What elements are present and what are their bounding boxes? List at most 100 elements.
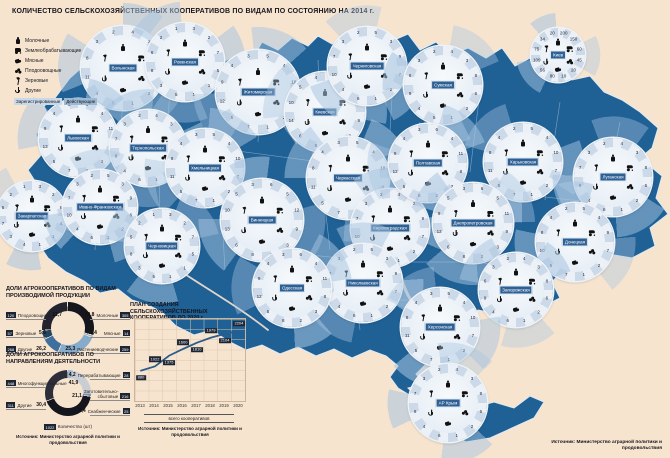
region-tick: 5	[191, 251, 195, 257]
region-tick: 6	[483, 278, 487, 284]
anchor-icon	[542, 58, 550, 66]
tractor-icon	[461, 389, 469, 397]
plan-plot: 880 1022 1375 1600 1810 1979 2104 2204	[134, 318, 246, 402]
region-tick: 2	[356, 30, 360, 36]
plan-year-label: 2018	[205, 403, 215, 408]
region-tick: 2	[207, 34, 211, 40]
region-tick: 2	[9, 191, 13, 197]
region-tick: 4	[549, 214, 553, 220]
region-tick: 7	[413, 391, 417, 397]
anchor-icon	[80, 212, 88, 220]
vegetables-icon	[403, 234, 411, 242]
region-tick: 1	[455, 432, 459, 438]
meat-icon	[469, 239, 477, 247]
grain-icon	[164, 48, 172, 56]
region-tick: 9	[408, 90, 412, 96]
plan-year-label: 2014	[149, 403, 159, 408]
legend-item-label: Плодоовощные	[25, 67, 62, 74]
region-tick: 9	[606, 230, 610, 236]
region-tick: 2	[112, 29, 115, 35]
anchor-icon	[142, 251, 150, 259]
region-tick: 8	[644, 165, 648, 171]
grain-icon	[419, 313, 427, 321]
donut-segment-badge: 57	[6, 330, 14, 336]
region-tick: 3	[462, 186, 466, 192]
region-tick: 8	[462, 253, 466, 259]
plan-value-badge: 1810	[191, 346, 203, 353]
region-tick: 5	[174, 91, 178, 97]
grain-icon	[13, 203, 21, 211]
region-tick: 8	[129, 251, 133, 257]
region-tick: 4	[402, 135, 406, 141]
milk-can-icon	[181, 39, 189, 47]
vegetables-icon	[486, 229, 494, 237]
grain-icon	[422, 71, 430, 79]
region-tick: 9	[393, 151, 397, 157]
legend-item-label: Землеобрабатывающие	[25, 47, 82, 54]
region-tick: 8	[545, 278, 549, 284]
milk-can-icon	[158, 224, 166, 232]
region-tick: 20	[571, 67, 577, 73]
region-tick: 10	[561, 73, 567, 79]
grain-icon	[240, 206, 248, 214]
region-tick: 4	[76, 226, 79, 232]
legend-item-label: Мясные	[25, 57, 44, 64]
milk-can-icon	[359, 260, 367, 268]
region-tick: 1	[370, 312, 374, 318]
donut-segment-row: 448 Многофункциональные 41,9	[6, 380, 78, 388]
region-tick: 56	[539, 67, 545, 73]
donut-segment-label: Другие	[17, 346, 33, 352]
meat-icon	[571, 258, 579, 266]
donut-segment-label: Зерновые	[15, 330, 37, 336]
region-name-chip: Сумская	[431, 80, 455, 90]
anchor-icon	[271, 294, 279, 302]
region-tick: 3	[417, 57, 421, 63]
region-tick: 3	[417, 127, 421, 133]
region-tick: 2	[602, 141, 606, 147]
milk-can-icon	[28, 195, 36, 203]
region-tick: 10	[470, 315, 476, 321]
region-tick: 8	[488, 150, 492, 156]
region-tick: 4	[230, 62, 234, 68]
milk-can-icon	[424, 140, 432, 148]
region-rose: 4 3 8 6 2 1 6 4 9 7 3 2 АР Крым	[367, 322, 529, 458]
region-tick: 8	[479, 391, 483, 397]
region-tick: 10	[288, 99, 294, 105]
region-tick: 1	[38, 241, 42, 247]
tractor-icon	[380, 52, 388, 60]
donut-segment-value: 2,4	[78, 408, 86, 414]
donut-segment-value: 25,3	[65, 346, 76, 352]
region-name-chip: Винницкая	[247, 215, 277, 225]
region-tick: 12	[219, 98, 225, 104]
grain-icon	[407, 149, 415, 157]
region-tick: 7	[114, 136, 118, 142]
region-tick: 5	[582, 206, 586, 212]
milk-can-icon	[14, 37, 22, 45]
region-tick: 4	[620, 141, 624, 147]
anchor-icon	[346, 72, 354, 80]
plan-value-badge: 1022	[149, 356, 161, 363]
plan-value-badge: 1375	[163, 359, 175, 366]
legend-item: Мясные	[14, 56, 106, 65]
region-name-chip: Херсонская	[424, 322, 456, 332]
region-tick: 8	[170, 156, 174, 162]
anchor-icon	[422, 91, 430, 99]
region-tick: 6	[474, 90, 478, 96]
donut-segment-row: 14 Мясные 1,4	[90, 330, 130, 338]
legend-status-chips: Зарегистрированные Действующие	[14, 98, 106, 105]
region-rose: 6 4 11 8 3 2 8 5 12 9 4 3 Одесская	[206, 202, 378, 374]
region-tick: 2	[635, 198, 639, 204]
donut-segment-row: 311 Другие 30,4	[6, 402, 46, 410]
region-tick: 11	[310, 184, 316, 190]
region-tick: 4	[179, 140, 183, 146]
anchor-icon	[101, 75, 109, 83]
region-tick: 2	[564, 206, 568, 212]
vegetables-icon	[566, 58, 574, 66]
region-tick: 6	[270, 182, 273, 188]
grain-icon	[14, 77, 22, 85]
anchor-icon	[236, 99, 244, 107]
region-tick: 2	[159, 34, 163, 40]
region-tick: 1	[22, 184, 26, 190]
region-tick: 1	[582, 271, 586, 277]
region-tick: 3	[251, 182, 254, 188]
